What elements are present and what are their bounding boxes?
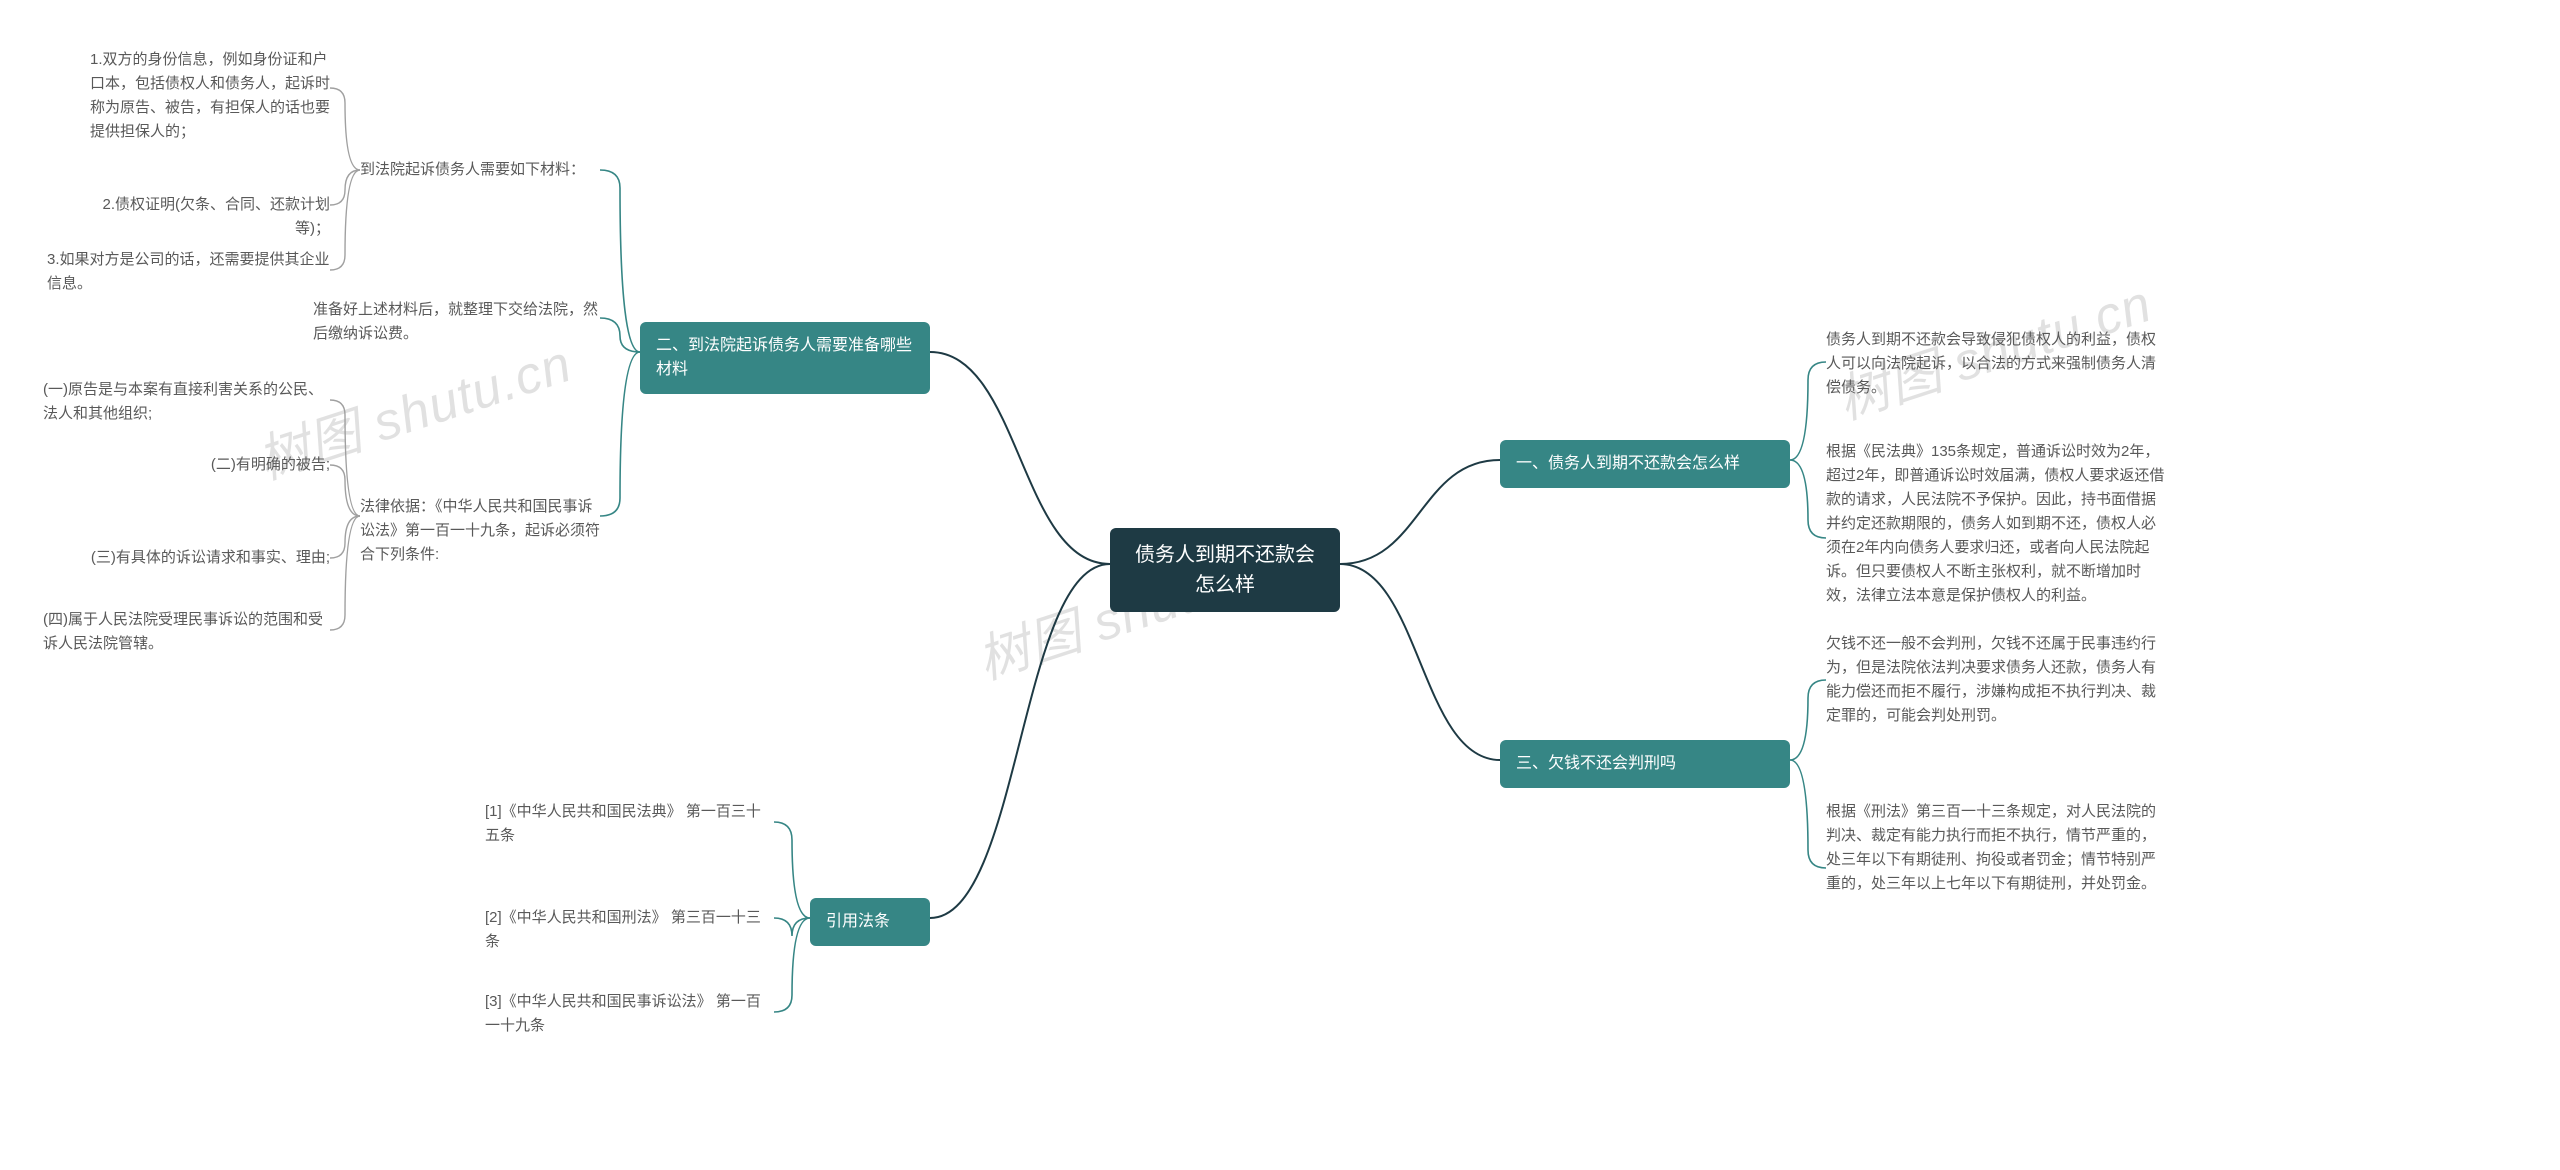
branch-left-1[interactable]: 二、到法院起诉债务人需要准备哪些材料 (640, 322, 930, 394)
branch-left-1-label: 二、到法院起诉债务人需要准备哪些材料 (640, 322, 930, 394)
branch-right-1[interactable]: 一、债务人到期不还款会怎么样 (1500, 440, 1790, 488)
leaf-l1-c3-1: (二)有明确的被告; (196, 453, 330, 477)
leaf-r1-1: 根据《民法典》135条规定，普通诉讼时效为2年，超过2年，即普通诉讼时效届满，债… (1826, 440, 2166, 608)
leaf-r2-0: 欠钱不还一般不会判刑，欠钱不还属于民事违约行为，但是法院依法判决要求债务人还款，… (1826, 632, 2166, 728)
leaf-l1-c1-1: 2.债权证明(欠条、合同、还款计划等)； (90, 193, 330, 241)
leaf-l1-c1: 到法院起诉债务人需要如下材料： (360, 158, 600, 182)
branch-left-2-label: 引用法条 (810, 898, 930, 946)
branch-right-2[interactable]: 三、欠钱不还会判刑吗 (1500, 740, 1790, 788)
leaf-r1-0: 债务人到期不还款会导致侵犯债权人的利益，债权人可以向法院起诉，以合法的方式来强制… (1826, 328, 2166, 400)
leaf-l1-c1-0: 1.双方的身份信息，例如身份证和户口本，包括债权人和债务人，起诉时称为原告、被告… (90, 48, 330, 144)
leaf-l1-c3-0: (一)原告是与本案有直接利害关系的公民、法人和其他组织; (43, 378, 330, 426)
leaf-l2-1: [2]《中华人民共和国刑法》 第三百一十三条 (485, 906, 775, 954)
leaf-l2-2: [3]《中华人民共和国民事诉讼法》 第一百一十九条 (485, 990, 775, 1038)
leaf-l1-c2: 准备好上述材料后，就整理下交给法院，然后缴纳诉讼费。 (313, 298, 600, 346)
leaf-l2-0: [1]《中华人民共和国民法典》 第一百三十五条 (485, 800, 775, 848)
leaf-l1-c3-3: (四)属于人民法院受理民事诉讼的范围和受诉人民法院管辖。 (43, 608, 330, 656)
leaf-l1-c1-2: 3.如果对方是公司的话，还需要提供其企业信息。 (47, 248, 330, 296)
branch-right-1-label: 一、债务人到期不还款会怎么样 (1500, 440, 1790, 488)
leaf-l1-c3: 法律依据：《中华人民共和国民事诉讼法》第一百一十九条，起诉必须符合下列条件: (360, 495, 600, 567)
leaf-r2-1: 根据《刑法》第三百一十三条规定，对人民法院的判决、裁定有能力执行而拒不执行，情节… (1826, 800, 2166, 896)
branch-left-2[interactable]: 引用法条 (810, 898, 930, 946)
leaf-l1-c3-2: (三)有具体的诉讼请求和事实、理由; (90, 546, 330, 570)
root-label: 债务人到期不还款会怎么样 (1110, 528, 1340, 612)
root-node[interactable]: 债务人到期不还款会怎么样 (1110, 528, 1340, 612)
branch-right-2-label: 三、欠钱不还会判刑吗 (1500, 740, 1790, 788)
